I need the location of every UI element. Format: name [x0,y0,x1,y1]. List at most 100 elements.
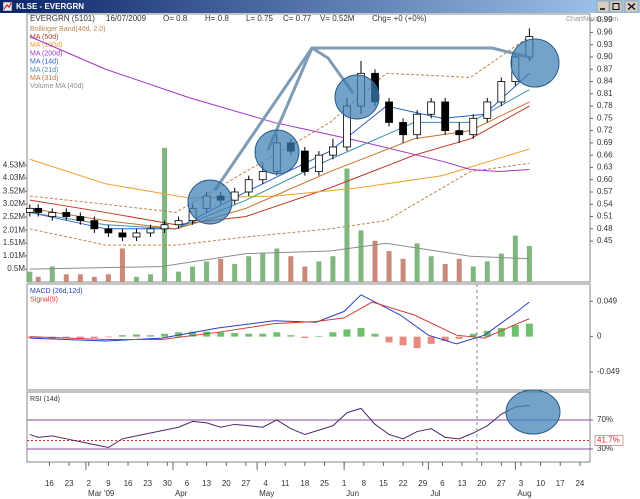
x-tick-label: 9 [106,479,111,488]
window-icon-glyph [3,2,12,10]
legend-entry: MA (100d) [30,42,62,49]
candle-body [455,130,464,136]
window-title: KLSE - EVERGRN [16,2,84,11]
macd-line [29,301,530,341]
candle-body [244,179,253,193]
maximize-button[interactable] [609,0,623,13]
y-tick-label: 0.45 [597,236,613,245]
close-glyph [627,3,636,10]
candle-body [160,224,169,230]
volume-bar [119,248,125,282]
candle-body [399,122,407,136]
candle-body [314,154,323,172]
legend-entry: MA (31d) [30,75,58,82]
title-bar [0,0,640,13]
volume-bar [77,274,83,282]
volume-bar [204,261,210,282]
candle-body [104,228,113,234]
candle-body [329,146,337,156]
y-tick-label: 0.99 [597,15,613,24]
macd-line [29,294,530,345]
window-icon [2,1,13,12]
x-tick-label: 3 [519,479,524,488]
bollinger-lower [29,162,530,246]
y-tick-label: 0.81 [597,89,613,98]
y-tick-label: 0.60 [597,175,613,184]
minimize-button[interactable] [596,0,610,13]
volume-bar [91,276,97,282]
month-label: Jul [430,489,440,498]
x-tick-label: 27 [241,479,250,488]
candle-body [385,101,393,123]
volume-bar [232,263,238,282]
y-tick-label: -0.049 [597,367,620,376]
legend-entry: Signal(9) [30,296,58,303]
candle-body [90,220,99,230]
volume-bar [288,256,294,282]
macd-histogram-bar [511,325,519,337]
macd-histogram-bar [26,336,34,339]
macd-histogram-bar [301,336,309,339]
x-tick-label: 13 [202,479,211,488]
y-tick-label: 1.51M [3,238,26,247]
macd-histogram-bar [175,332,183,337]
volume-bar [386,251,392,282]
moving-average [29,242,530,270]
volume-bar [190,266,196,282]
volume-bar [442,263,448,282]
month-label: May [259,489,274,498]
candle-body [427,101,436,115]
macd-histogram-bar [217,332,225,337]
macd-histogram-bar [525,323,533,337]
highlight-circle [254,129,300,175]
header-field: EVERGRN (5101) [30,14,95,23]
volume-bar [414,243,420,282]
volume-bar [63,274,69,282]
volume-bar [302,266,308,282]
macd-histogram-bar [385,336,393,343]
candle-body [48,212,57,217]
y-tick-label: 0.69 [597,138,613,147]
highlight-circle [334,74,380,120]
volume-bar [105,274,111,282]
moving-average [29,89,530,230]
y-tick-label: 0.5M [7,264,25,273]
macd-histogram-bar [441,336,449,341]
y-tick-label: 2.52M [3,212,26,221]
volume-bar [218,258,224,282]
volume-bar [274,248,280,282]
x-tick-label: 20 [222,479,231,488]
y-tick-label: 0.90 [597,52,613,61]
candle-body [132,232,141,238]
x-tick-label: 29 [418,479,427,488]
volume-bar [260,253,266,282]
macd-histogram-bar [427,336,435,344]
candle-body [174,220,183,226]
macd-histogram-bar [469,333,477,337]
month-label: Mar '09 [88,489,115,498]
y-tick-label: 2.01M [3,225,26,234]
x-tick-label: 2 [87,479,92,488]
macd-histogram-bar [315,335,323,337]
macd-histogram-bar [118,335,126,337]
volume-bar [176,271,182,282]
volume-bar [330,256,336,282]
month-label: Apr [175,489,188,498]
legend-entry: Volume MA (40d) [30,83,84,90]
header-field: V= 0.52M [320,14,355,23]
y-tick-label: 30% [597,444,613,453]
y-tick-label: 0.48 [597,224,613,233]
volume-bar [147,274,153,282]
y-tick-label: 4.03M [3,173,26,182]
macd-histogram-bar [90,336,98,339]
candle-body [300,150,309,172]
window-buttons [596,0,639,13]
y-tick-label: 0.93 [597,40,613,49]
x-tick-label: 23 [65,479,74,488]
y-tick-label: 0.049 [597,296,618,305]
volume-bar [470,266,476,282]
macd-histogram-bar [146,335,154,337]
x-tick-label: 13 [458,479,467,488]
macd-histogram-bar [413,336,421,349]
